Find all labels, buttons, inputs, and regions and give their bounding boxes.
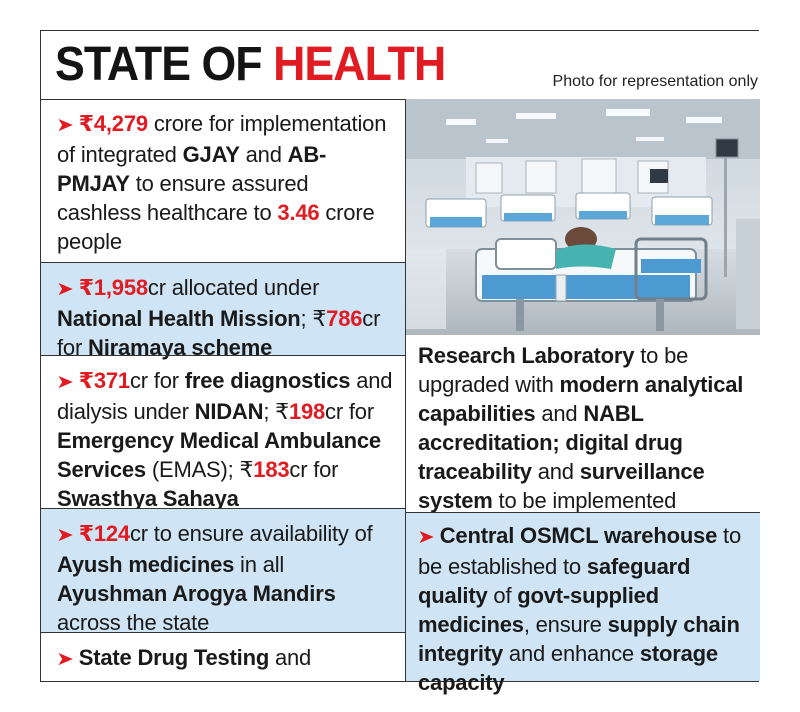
strong: govt-supplied medicines: [418, 583, 659, 637]
text: and: [269, 645, 312, 670]
red-arrow-icon: ➤: [56, 525, 74, 546]
amount: 786: [326, 306, 363, 331]
text: and enhance: [503, 641, 640, 666]
infographic-frame: STATE OF HEALTH Photo for representation…: [40, 30, 760, 695]
text: in all: [234, 552, 285, 577]
hospital-ward-photo: [406, 99, 760, 335]
right-column: Research Laboratory to be upgraded with …: [406, 99, 760, 695]
text: , ensure: [523, 612, 608, 637]
strong: free diagnostics: [184, 368, 351, 393]
item-nidan: ➤ ₹371cr for free diagnostics and dialysi…: [41, 356, 405, 511]
header: STATE OF HEALTH Photo for representation…: [41, 31, 760, 100]
strong: surveillance system: [418, 459, 705, 513]
text: to ensure assured cashless healthcare to: [57, 171, 309, 225]
text: cr to ensure availability of: [129, 521, 373, 546]
strong: Central OSMCL warehouse: [439, 523, 718, 548]
text: to be upgraded with: [418, 343, 689, 397]
item-osmcl-text: ➤ Central OSMCL warehouse to be establish…: [417, 521, 756, 697]
red-arrow-icon: ➤: [56, 279, 74, 300]
item-ayush-text: ➤ ₹124cr to ensure availability of Ayush …: [56, 519, 397, 637]
item-research-lab: Research Laboratory to be upgraded with …: [406, 335, 760, 513]
text: to be established to: [418, 523, 742, 579]
amount: ₹124: [78, 521, 130, 546]
amount: ₹4,279: [78, 111, 148, 136]
item-drug-testing: ➤ State Drug Testing and: [41, 633, 405, 681]
text: ; ₹: [263, 399, 289, 424]
text: and dialysis under: [57, 368, 393, 424]
strong: Swasthya Sahaya: [57, 486, 239, 511]
item-nidan-text: ➤ ₹371cr for free diagnostics and dialysi…: [56, 366, 397, 513]
strong: modern analytical capabilities: [418, 372, 744, 426]
red-arrow-icon: ➤: [56, 372, 74, 393]
text: and: [535, 401, 584, 426]
text: (EMAS); ₹: [145, 457, 254, 482]
strong: supply chain integrity: [418, 612, 740, 666]
divider: [41, 508, 405, 509]
item-osmcl-warehouse: ➤ Central OSMCL warehouse to be establish…: [406, 513, 760, 695]
divider: [41, 262, 405, 263]
item-gjay: ➤ ₹4,279 crore for implementation of inte…: [41, 99, 405, 262]
text: crore people: [57, 200, 375, 254]
amount: 198: [288, 399, 326, 424]
text: crore for implementation of integrated: [57, 111, 387, 167]
item-nhm-text: ➤ ₹1,958cr allocated under National Healt…: [56, 273, 397, 362]
title-part-1: STATE OF: [55, 38, 274, 91]
strong: Ayush medicines: [57, 552, 235, 577]
text: across the state: [57, 610, 210, 635]
divider: [406, 512, 760, 513]
divider: [41, 632, 405, 633]
amount: 3.46: [277, 200, 320, 225]
page-title: STATE OF HEALTH: [55, 37, 446, 93]
strong: AB-PMJAY: [57, 142, 327, 196]
title-part-2: HEALTH: [273, 38, 446, 91]
red-arrow-icon: ➤: [56, 115, 74, 136]
text: cr for: [129, 368, 185, 393]
photo-credit: Photo for representation only: [552, 73, 758, 90]
strong: Research Laboratory: [418, 343, 635, 368]
red-arrow-icon: ➤: [417, 527, 435, 548]
item-ayush: ➤ ₹124cr to ensure availability of Ayush …: [41, 509, 405, 635]
strong: GJAY: [182, 142, 240, 167]
text: cr for: [325, 399, 374, 424]
text: and: [239, 142, 288, 167]
text: and: [531, 459, 580, 484]
item-drug-testing-text: ➤ State Drug Testing and: [56, 643, 397, 674]
text: cr allocated under: [147, 275, 320, 300]
strong: NIDAN: [194, 399, 264, 424]
strong: safeguard quality: [418, 554, 691, 608]
hospital-ward-illustration: [406, 99, 760, 335]
red-arrow-icon: ➤: [56, 649, 74, 670]
left-column: ➤ ₹4,279 crore for implementation of inte…: [41, 99, 406, 681]
item-research-lab-text: Research Laboratory to be upgraded with …: [418, 341, 756, 515]
strong: Ayushman Arogya Mandirs: [57, 581, 336, 606]
strong: storage capacity: [418, 641, 718, 695]
strong: NABL accreditation; digital drug traceab…: [418, 401, 683, 484]
strong: State Drug Testing: [78, 645, 270, 670]
item-nhm: ➤ ₹1,958cr allocated under National Healt…: [41, 263, 405, 360]
item-gjay-text: ➤ ₹4,279 crore for implementation of inte…: [56, 109, 397, 256]
text: of: [487, 583, 518, 608]
amount: 183: [253, 457, 290, 482]
amount: ₹371: [78, 368, 130, 393]
amount: ₹1,958: [78, 275, 148, 300]
text: to be implemented: [492, 488, 677, 513]
divider: [41, 355, 405, 356]
text: ; ₹: [300, 306, 327, 331]
strong: National Health Mission: [57, 306, 301, 331]
text: cr for: [289, 457, 339, 482]
strong: Emergency Medical Ambulance Services: [57, 428, 381, 482]
